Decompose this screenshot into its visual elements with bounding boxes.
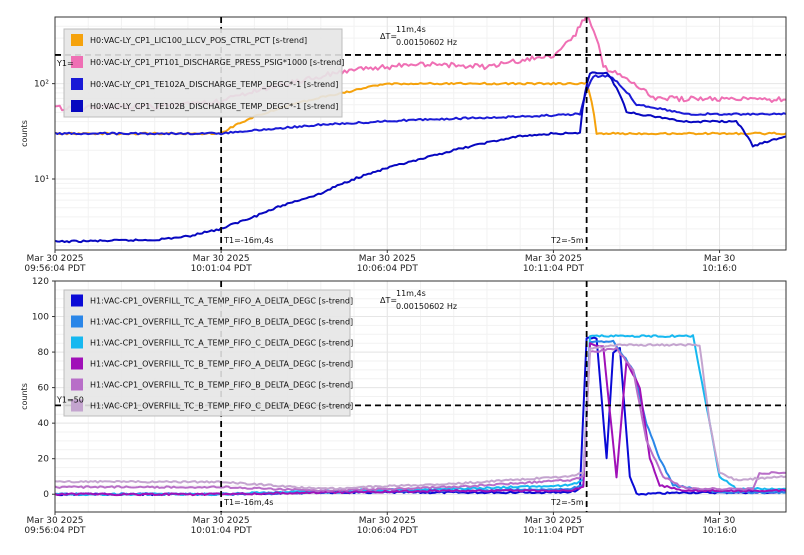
y-tick-label: 20 [38, 455, 50, 465]
delta-t-label: ΔT= [380, 32, 397, 41]
x-tick-time: 10:01:04 PDT [191, 526, 253, 536]
legend-entry: H1:VAC-CP1_OVERFILL_TC_A_TEMP_FIFO_A_DEL… [90, 297, 353, 306]
y-tick-label: 100 [32, 313, 49, 323]
legend-box [63, 28, 343, 118]
series-group [55, 334, 786, 497]
legend-entry: H0:VAC-LY_CP1_LIC100_LLCV_POS_CTRL_PCT [… [90, 36, 307, 45]
legend-swatch [71, 357, 83, 370]
x-tick-date: Mar 30 2025 [525, 254, 582, 264]
delta-t-value: 11m,4s [396, 289, 426, 298]
series-group [55, 17, 786, 244]
legend-entry: H0:VAC-LY_CP1_TE102A_DISCHARGE_TEMP_DEGC… [90, 80, 338, 89]
x-tick-time: 10:16:0 [702, 526, 737, 536]
x-tick-time: 09:56:04 PDT [24, 264, 86, 274]
legend-entry: H1:VAC-CP1_OVERFILL_TC_B_TEMP_FIFO_A_DEL… [90, 360, 353, 369]
delta-frequency: 0.00150602 Hz [396, 38, 457, 47]
series-line [55, 343, 786, 491]
legend-entry: H1:VAC-CP1_OVERFILL_TC_B_TEMP_FIFO_C_DEL… [90, 402, 353, 411]
legend-swatch [71, 336, 83, 349]
y-tick-label: 60 [38, 384, 50, 394]
cursor-y1-label: Y1= [56, 59, 74, 68]
x-tick-date: Mar 30 2025 [26, 254, 83, 264]
legend-swatch [71, 294, 83, 307]
legend-swatch [71, 100, 83, 112]
x-tick-date: Mar 30 2025 [359, 254, 416, 264]
series-line [55, 74, 786, 136]
legend: H1:VAC-CP1_OVERFILL_TC_A_TEMP_FIFO_A_DEL… [63, 289, 353, 417]
x-tick-date: Mar 30 2025 [525, 516, 582, 526]
cursor-t2-label: T2=-5m [550, 498, 584, 507]
cursor-t2-label: T2=-5m [550, 236, 584, 245]
y-tick-label: 10² [34, 80, 49, 90]
y-tick-label: 40 [38, 419, 50, 429]
y-tick-label: 0 [43, 490, 49, 500]
y-tick-label: 80 [38, 348, 50, 358]
y-axis-label: counts [20, 383, 29, 410]
legend-entry: H0:VAC-LY_CP1_PT101_DISCHARGE_PRESS_PSIG… [90, 58, 344, 67]
delta-t-value: 11m,4s [396, 25, 426, 34]
x-tick-date: Mar 30 2025 [359, 516, 416, 526]
cursor-t1-label: T1=-16m,4s [223, 498, 273, 507]
x-tick-time: 10:06:04 PDT [357, 526, 419, 536]
y-tick-label: 120 [32, 277, 49, 287]
series-line [55, 346, 786, 493]
x-tick-time: 10:06:04 PDT [357, 264, 419, 274]
y-tick-label: 10¹ [34, 175, 49, 185]
plot-frame [54, 280, 787, 513]
legend-entry: H1:VAC-CP1_OVERFILL_TC_A_TEMP_FIFO_B_DEL… [90, 318, 353, 327]
legend-entry: H1:VAC-CP1_OVERFILL_TC_A_TEMP_FIFO_C_DEL… [90, 339, 353, 348]
delta-t-label: ΔT= [380, 296, 397, 305]
legend-swatch [71, 399, 83, 412]
legend-entry: H1:VAC-CP1_OVERFILL_TC_B_TEMP_FIFO_B_DEL… [90, 381, 353, 390]
cursor-y1-label: Y1=50 [56, 395, 84, 404]
legend-swatch [71, 78, 83, 90]
legend-box [63, 289, 351, 417]
x-tick-time: 10:01:04 PDT [191, 264, 253, 274]
legend-entry: H0:VAC-LY_CP1_TE102B_DISCHARGE_TEMP_DEGC… [90, 102, 338, 111]
x-tick-time: 10:11:04 PDT [523, 264, 585, 274]
cursor-t1-label: T1=-16m,4s [223, 236, 273, 245]
x-tick-time: 09:56:04 PDT [24, 526, 86, 536]
delta-frequency: 0.00150602 Hz [396, 302, 457, 311]
x-tick-date: Mar 30 2025 [193, 516, 250, 526]
y-axis-label: counts [20, 120, 29, 147]
legend: H0:VAC-LY_CP1_LIC100_LLCV_POS_CTRL_PCT [… [63, 28, 344, 118]
legend-swatch [71, 378, 83, 391]
x-tick-date: Mar 30 2025 [26, 516, 83, 526]
legend-swatch [71, 56, 83, 68]
legend-swatch [71, 34, 83, 46]
legend-swatch [71, 315, 83, 328]
x-tick-time: 10:16:0 [702, 264, 737, 274]
x-tick-date: Mar 30 [704, 516, 736, 526]
series-line [55, 71, 786, 244]
plot-frame [54, 16, 787, 251]
x-tick-date: Mar 30 [704, 254, 736, 264]
x-tick-time: 10:11:04 PDT [523, 526, 585, 536]
series-line [55, 342, 786, 497]
x-tick-date: Mar 30 2025 [193, 254, 250, 264]
